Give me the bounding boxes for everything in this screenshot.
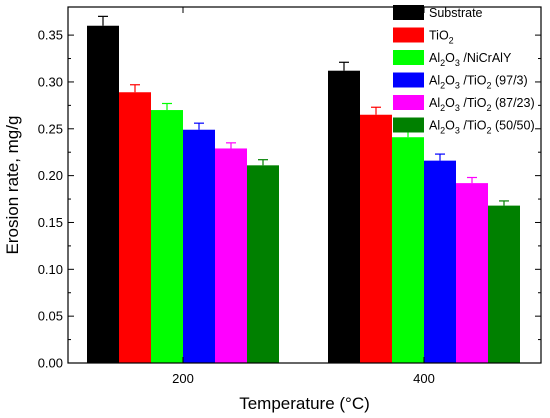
legend-swatch [393,27,424,43]
bar-6-200 [247,165,279,363]
legend-subscript: 2 [487,103,492,113]
y-axis: 0.00 0.05 0.10 0.15 0.20 0.25 0.30 0.35 [38,28,541,371]
legend-label: Substrate [429,6,483,20]
y-tick-label: 0.10 [38,262,63,277]
plot-frame [67,6,542,364]
legend-text-part: /TiO [460,96,487,110]
legend-text-part: Al [429,74,440,88]
legend-subscript: 3 [455,58,460,68]
legend-label: Al2O3 /NiCrAlY [429,51,512,68]
bar-2-200 [119,92,151,364]
bar-2-400 [360,114,392,363]
y-tick-label: 0.20 [38,168,63,183]
legend-label: TiO2 [429,29,454,46]
legend-text-part: O [445,74,455,88]
bar-1-200 [87,25,119,363]
legend-subscript: 3 [455,126,460,136]
y-tick-label: 0.15 [38,215,63,230]
legend-label: Al2O3 /TiO2 (50/50) [429,119,535,136]
legend-text-part: (50/50) [492,119,535,133]
legend-subscript: 3 [455,81,460,91]
bar-1-400 [328,70,360,363]
legend-text-part: O [445,51,455,65]
bar-4-200 [183,129,215,363]
legend-text-part: (87/23) [492,96,535,110]
legend-swatch [393,50,424,65]
legend-label: Al2O3 /TiO2 (87/23) [429,96,535,113]
x-axis: 200 400 [172,7,435,386]
legend-swatch [393,72,424,88]
bar-4-400 [424,160,456,363]
legend-text-part: /TiO [460,119,487,133]
legend-text-part: Al [429,51,440,65]
legend-subscript: 3 [455,103,460,113]
legend-swatch [393,5,424,20]
y-tick-label: 0.30 [38,74,63,89]
legend-text-part: Al [429,119,440,133]
legend-text-part: /NiCrAlY [460,51,512,65]
legend-text-part: O [445,119,455,133]
y-tick-label: 0.05 [38,309,63,324]
bar-3-200 [151,110,183,363]
bar-5-400 [456,183,488,363]
legend-subscript: 2 [440,58,445,68]
legend-text-part: Substrate [429,6,483,20]
legend-text-part: O [445,96,455,110]
legend-subscript: 2 [449,36,454,46]
legend-swatch [393,117,424,133]
y-tick-label: 0.00 [38,356,63,371]
legend-swatch [393,95,424,110]
legend-subscript: 2 [487,81,492,91]
legend-subscript: 2 [440,81,445,91]
bar-3-400 [392,137,424,363]
y-tick-label: 0.25 [38,121,63,136]
legend-text-part: /TiO [460,74,487,88]
bar-5-200 [215,148,247,363]
legend-text-part: TiO [429,29,449,43]
legend-text-part: Al [429,96,440,110]
x-tick-label: 400 [413,371,435,386]
legend-subscript: 2 [440,126,445,136]
bar-6-400 [488,205,520,363]
legend-text-part: (97/3) [492,74,528,88]
bars-layer [87,15,520,364]
y-axis-title: Erosion rate, mg/g [3,116,22,255]
legend-label: Al2O3 /TiO2 (97/3) [429,74,528,91]
y-tick-label: 0.35 [38,28,63,43]
x-tick-label: 200 [172,371,194,386]
legend-subscript: 2 [487,126,492,136]
x-axis-title: Temperature (°C) [239,394,370,413]
legend-subscript: 2 [440,103,445,113]
